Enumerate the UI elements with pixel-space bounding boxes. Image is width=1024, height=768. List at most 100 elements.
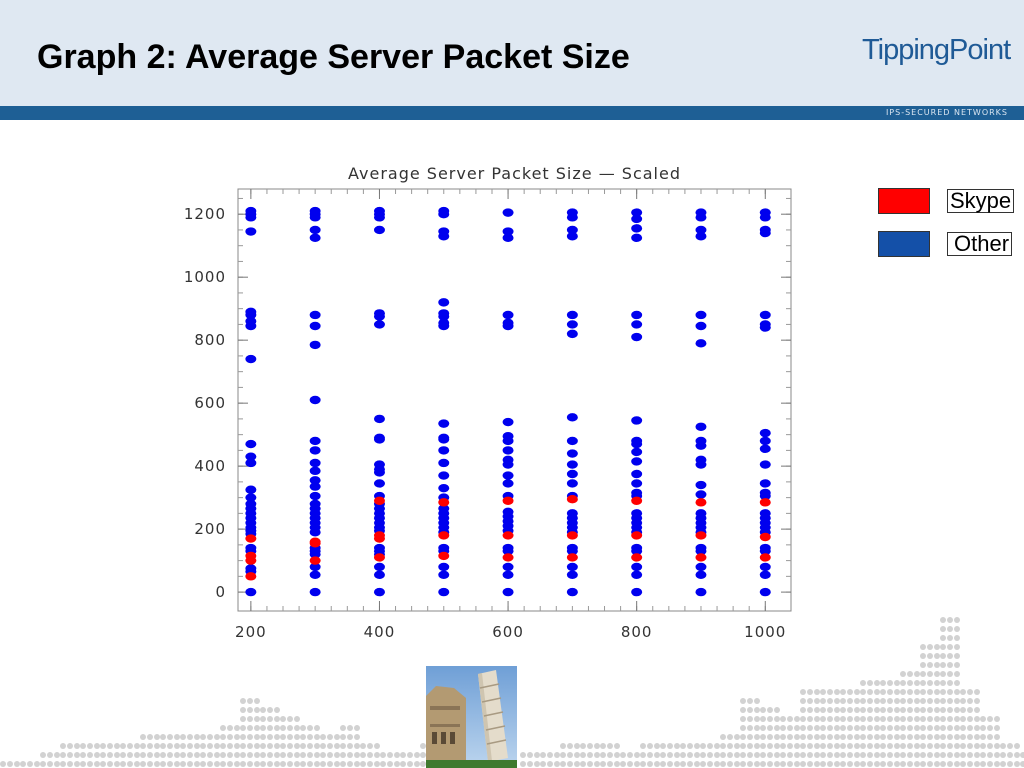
decor-dot <box>847 734 853 740</box>
decor-dot <box>320 752 326 758</box>
other-point <box>759 587 771 597</box>
decor-dot <box>734 734 740 740</box>
decor-dot <box>814 725 820 731</box>
decor-dot <box>1007 761 1013 767</box>
decor-dot <box>934 653 940 659</box>
skype-point <box>759 532 771 542</box>
decor-dot <box>740 761 746 767</box>
decor-dot <box>880 734 886 740</box>
decor-dot <box>74 752 80 758</box>
decor-dot <box>840 725 846 731</box>
decor-dot <box>734 761 740 767</box>
decor-dot <box>774 707 780 713</box>
decor-dot <box>187 752 193 758</box>
decor-dot <box>747 725 753 731</box>
other-point <box>438 435 450 444</box>
decor-dot <box>794 761 800 767</box>
decor-dot <box>934 761 940 767</box>
decor-dot <box>214 752 220 758</box>
decor-dot <box>534 752 540 758</box>
decor-dot <box>220 734 226 740</box>
decor-dot <box>940 626 946 632</box>
decor-dot <box>774 716 780 722</box>
decor-dot <box>600 761 606 767</box>
decor-dot <box>347 734 353 740</box>
other-point <box>245 587 257 597</box>
other-point <box>695 460 707 469</box>
decor-dot <box>560 752 566 758</box>
decor-dot <box>894 752 900 758</box>
decor-dot <box>740 734 746 740</box>
decor-dot <box>847 689 853 695</box>
decor-dot <box>7 761 13 767</box>
decor-dot <box>794 725 800 731</box>
decor-dot <box>340 761 346 767</box>
other-point <box>759 444 771 454</box>
decor-dot <box>834 734 840 740</box>
decor-dot <box>414 752 420 758</box>
x-tick-label: 1000 <box>744 623 786 641</box>
slide-header <box>0 0 1024 106</box>
decor-dot <box>87 752 93 758</box>
decor-dot <box>894 734 900 740</box>
decor-dot <box>160 743 166 749</box>
decor-dot <box>694 761 700 767</box>
decor-dot <box>614 752 620 758</box>
decor-dot <box>280 716 286 722</box>
decor-dot <box>114 743 120 749</box>
other-point <box>502 321 514 331</box>
decor-dot <box>527 752 533 758</box>
other-point <box>309 310 321 320</box>
decor-dot <box>927 707 933 713</box>
decor-dot <box>547 752 553 758</box>
decor-dot <box>940 644 946 650</box>
decor-dot <box>394 752 400 758</box>
decor-dot <box>1000 752 1006 758</box>
decor-dot <box>654 761 660 767</box>
decor-dot <box>60 761 66 767</box>
decor-dot <box>920 752 926 758</box>
decor-dot <box>914 689 920 695</box>
decor-dot <box>360 743 366 749</box>
decor-dot <box>860 761 866 767</box>
decor-dot <box>807 761 813 767</box>
decor-dot <box>840 716 846 722</box>
other-point <box>373 468 385 477</box>
other-point <box>566 570 578 579</box>
decor-dot <box>994 725 1000 731</box>
decor-dot <box>247 743 253 749</box>
other-point <box>695 225 707 235</box>
decor-dot <box>774 734 780 740</box>
decor-dot <box>754 716 760 722</box>
decor-dot <box>327 734 333 740</box>
other-point <box>438 419 450 428</box>
decor-dot <box>280 761 286 767</box>
decor-dot <box>854 707 860 713</box>
other-point <box>566 225 578 235</box>
decor-dot <box>194 743 200 749</box>
decor-dot <box>847 707 853 713</box>
other-point <box>566 449 578 458</box>
decor-dot <box>307 761 313 767</box>
decor-dot <box>654 743 660 749</box>
decor-dot <box>80 752 86 758</box>
decor-dot <box>1014 761 1020 767</box>
decor-dot <box>1007 743 1013 749</box>
decor-dot <box>720 734 726 740</box>
other-point <box>759 428 771 438</box>
decor-dot <box>914 716 920 722</box>
decor-dot <box>800 689 806 695</box>
decor-dot <box>847 716 853 722</box>
decor-dot <box>914 743 920 749</box>
decor-dot <box>907 680 913 686</box>
decor-dot <box>967 698 973 704</box>
decor-dot <box>720 743 726 749</box>
decor-dot <box>180 752 186 758</box>
other-point <box>695 570 707 579</box>
decor-dot <box>714 752 720 758</box>
decor-dot <box>940 680 946 686</box>
decor-dot <box>780 761 786 767</box>
other-point <box>373 414 385 424</box>
decor-dot <box>287 716 293 722</box>
decor-dot <box>320 761 326 767</box>
